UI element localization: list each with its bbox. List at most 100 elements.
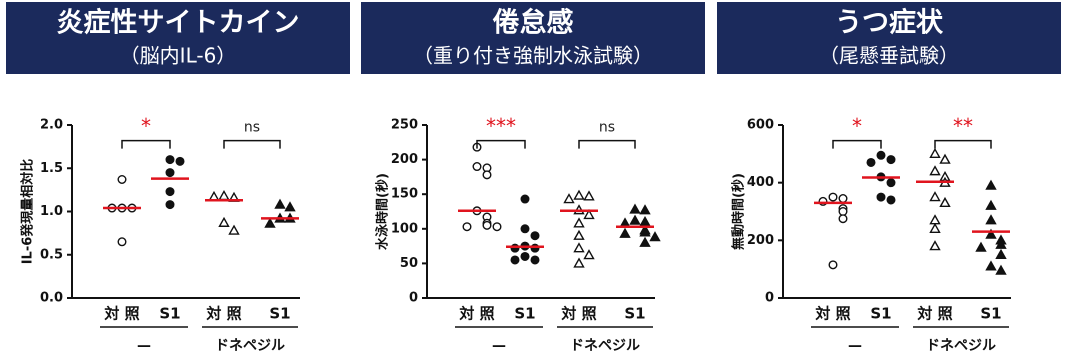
data-point	[939, 153, 951, 164]
data-point	[639, 204, 651, 215]
x-tick-label: S1	[870, 305, 891, 323]
data-point	[117, 174, 127, 184]
data-point	[510, 255, 520, 265]
x-tick-label: 対 照	[814, 305, 850, 323]
data-point	[886, 155, 896, 165]
y-tick-label: 0.0	[40, 291, 63, 306]
y-tick-label: 0	[409, 291, 418, 306]
data-point	[520, 224, 530, 234]
data-point	[583, 209, 595, 220]
data-point	[876, 150, 886, 160]
y-tick-label: 1.5	[40, 161, 63, 176]
significance-label: ***	[486, 114, 516, 138]
y-tick-label: 2.0	[40, 118, 63, 133]
data-point	[573, 189, 585, 200]
x-tick-label: 対 照	[916, 305, 952, 323]
y-tick-label: 50	[400, 256, 418, 271]
header-box	[6, 2, 350, 74]
panel-title: うつ症状	[835, 8, 944, 39]
y-tick-label: 250	[391, 118, 418, 133]
data-point	[876, 192, 886, 202]
y-tick-label: 400	[747, 175, 774, 190]
y-tick-label: 200	[391, 152, 418, 167]
data-point	[929, 214, 941, 225]
data-point	[886, 178, 896, 188]
data-point	[975, 241, 987, 252]
data-point	[939, 196, 951, 208]
x-tick-label: S1	[159, 305, 180, 323]
x-tick-label: 対 照	[458, 305, 494, 323]
data-point	[165, 168, 175, 178]
y-tick-label: 600	[747, 118, 774, 133]
data-point	[828, 192, 838, 202]
significance-bracket	[934, 139, 992, 149]
data-point	[929, 165, 941, 176]
y-tick-label: 100	[391, 221, 418, 236]
data-point	[649, 231, 661, 242]
data-point	[573, 229, 585, 240]
data-point	[520, 251, 530, 261]
panel-subtitle: （脳内IL-6）	[120, 44, 237, 68]
group-label: —	[137, 338, 151, 354]
y-tick-label: 1.0	[40, 204, 63, 219]
y-tick-label: 200	[747, 233, 774, 248]
x-tick-label: S1	[514, 305, 535, 323]
data-point	[530, 243, 540, 253]
data-point	[228, 224, 240, 235]
x-tick-label: S1	[624, 305, 645, 323]
group-label: ドネペジル	[926, 338, 996, 354]
data-point	[639, 226, 651, 237]
data-point	[165, 200, 175, 210]
group-label: —	[492, 338, 506, 354]
y-tick-label: 150	[391, 187, 418, 202]
data-point	[886, 195, 896, 205]
data-point	[985, 228, 997, 239]
x-tick-label: 対 照	[103, 305, 139, 323]
panel-title: 炎症性サイトカイン	[57, 8, 300, 39]
significance-bracket	[121, 139, 171, 149]
data-point	[573, 257, 585, 268]
data-point	[639, 215, 651, 227]
group-label: —	[848, 338, 862, 354]
y-tick-label: 0	[765, 291, 774, 306]
data-point	[995, 248, 1007, 259]
data-point	[629, 203, 641, 214]
data-point	[838, 214, 848, 224]
data-point	[482, 170, 492, 180]
y-tick-label: 0.5	[40, 247, 63, 262]
data-point	[482, 220, 492, 230]
significance-label: ns	[244, 120, 260, 136]
data-point	[929, 240, 941, 251]
x-tick-label: S1	[269, 305, 290, 323]
panel-title: 倦怠感	[493, 7, 574, 39]
data-point	[117, 237, 127, 247]
data-point	[165, 187, 175, 197]
data-point	[472, 162, 482, 172]
x-tick-label: 対 照	[205, 305, 241, 323]
data-point	[274, 198, 286, 209]
data-point	[838, 206, 848, 216]
data-point	[573, 242, 585, 253]
significance-bracket	[476, 139, 526, 149]
group-label: ドネペジル	[215, 338, 285, 354]
data-point	[462, 222, 472, 232]
data-point	[563, 193, 575, 204]
data-point	[639, 236, 651, 247]
significance-bracket	[578, 139, 636, 149]
panel-subtitle: （重り付き強制水泳試験）	[413, 44, 653, 68]
data-point	[985, 214, 997, 225]
significance-label: **	[953, 114, 973, 138]
y-axis-label: 無動時間(秒)	[731, 173, 747, 250]
data-point	[175, 156, 185, 166]
data-point	[510, 243, 520, 253]
data-point	[284, 201, 296, 212]
significance-label: *	[141, 114, 151, 138]
data-point	[828, 260, 838, 270]
data-point	[583, 190, 595, 201]
y-axis-label: 水泳時間(秒)	[375, 173, 391, 250]
data-point	[264, 217, 276, 228]
x-tick-label: S1	[980, 305, 1001, 323]
data-point	[218, 216, 230, 227]
